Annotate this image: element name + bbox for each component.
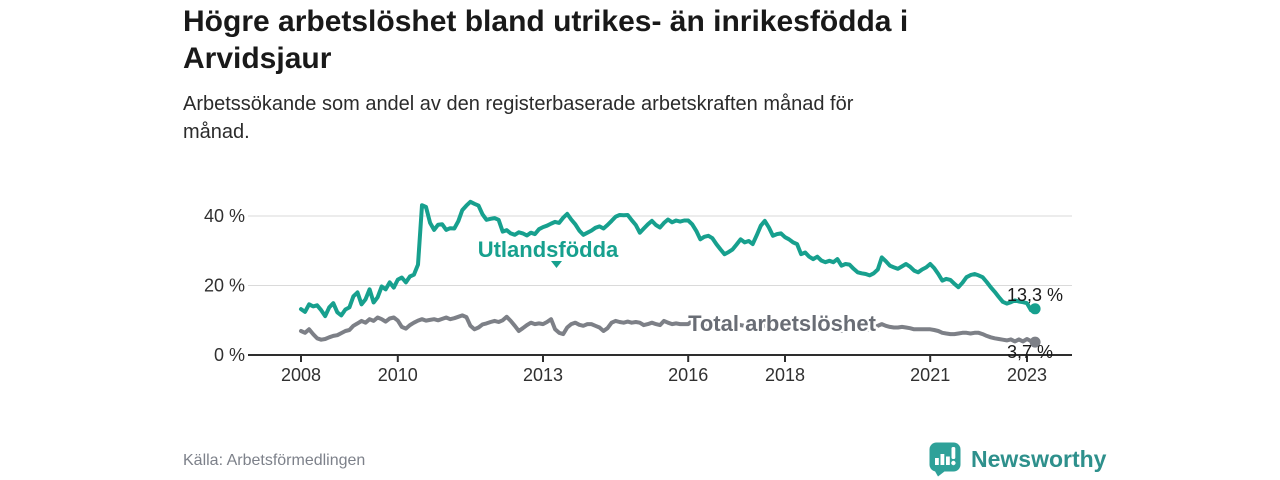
chart-header: Högre arbetslöshet bland utrikes- än inr… <box>183 4 993 146</box>
source-note: Källa: Arbetsförmedlingen <box>183 452 366 469</box>
gridlines <box>248 215 1072 286</box>
series-line-total-arbetsloshet <box>299 313 1038 345</box>
end-value-label-utlandsfodda: 13,3 % <box>1007 285 1063 305</box>
y-tick-label: 20 % <box>204 276 245 296</box>
page-subtitle: Arbetssökande som andel av den registerb… <box>183 93 854 143</box>
series-label-utlandsfodda: Utlandsfödda <box>478 237 619 262</box>
x-tick-label: 2023 <box>1007 365 1047 385</box>
end-value-label-total-arbetsloshet: 3,7 % <box>1007 342 1053 362</box>
series-end-dot-utlandsfodda <box>1029 303 1041 315</box>
x-tick-label: 2013 <box>523 365 563 385</box>
x-tick-label: 2018 <box>765 365 805 385</box>
series-label-total-arbetsloshet: Total arbetslöshet <box>688 311 877 336</box>
series-line-utlandsfodda <box>299 199 1038 319</box>
page-title: Högre arbetslöshet bland utrikes- än inr… <box>183 5 909 75</box>
y-tick-label: 40 % <box>204 206 245 226</box>
series-label-arrow-down-icon <box>551 261 562 268</box>
y-tick-label: 0 % <box>214 345 245 365</box>
newsworthy-logo: Newsworthy <box>928 441 1106 477</box>
newsworthy-logo-text: Newsworthy <box>971 445 1107 472</box>
newsworthy-logo-icon <box>929 442 961 477</box>
x-axis-ticks: 2008 2010 2013 2016 2018 2021 2023 <box>281 355 1047 385</box>
y-axis-labels: 0 % 20 % 40 % <box>204 206 245 365</box>
x-tick-label: 2021 <box>910 365 950 385</box>
x-tick-label: 2010 <box>378 365 418 385</box>
series-end-dot-total-arbetsloshet <box>1029 336 1041 348</box>
x-tick-label: 2016 <box>668 365 708 385</box>
x-tick-label: 2008 <box>281 365 321 385</box>
